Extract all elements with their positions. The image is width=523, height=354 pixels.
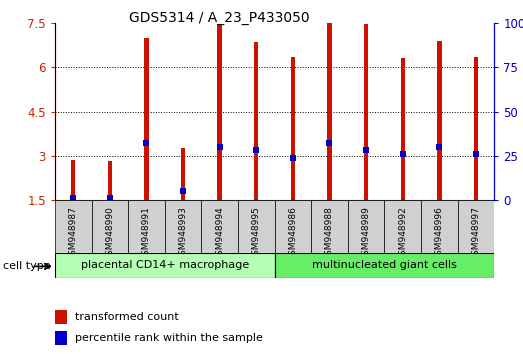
Text: GSM948993: GSM948993 xyxy=(178,206,188,261)
Bar xyxy=(348,200,384,253)
Bar xyxy=(92,200,128,253)
Bar xyxy=(55,200,92,253)
Text: transformed count: transformed count xyxy=(75,312,178,322)
Bar xyxy=(275,253,494,278)
Text: GSM948997: GSM948997 xyxy=(471,206,481,261)
Text: GSM948989: GSM948989 xyxy=(361,206,371,261)
Bar xyxy=(108,161,112,200)
Bar xyxy=(218,24,222,200)
Bar xyxy=(275,200,311,253)
Bar xyxy=(474,57,478,200)
Bar xyxy=(254,42,258,200)
Bar xyxy=(55,331,67,345)
Bar xyxy=(181,148,185,200)
Bar xyxy=(55,253,275,278)
Text: GSM948992: GSM948992 xyxy=(398,206,407,261)
Bar xyxy=(128,200,165,253)
Bar xyxy=(238,200,275,253)
Bar xyxy=(55,310,67,324)
Text: GSM948994: GSM948994 xyxy=(215,206,224,261)
Bar xyxy=(311,200,348,253)
Text: multinucleated giant cells: multinucleated giant cells xyxy=(312,261,457,270)
Bar xyxy=(384,200,421,253)
Text: GSM948991: GSM948991 xyxy=(142,206,151,261)
Bar xyxy=(165,200,201,253)
Bar xyxy=(364,24,368,200)
Bar xyxy=(71,160,75,200)
Bar xyxy=(144,38,149,200)
Text: GSM948988: GSM948988 xyxy=(325,206,334,261)
Text: placental CD14+ macrophage: placental CD14+ macrophage xyxy=(81,261,249,270)
Text: GSM948995: GSM948995 xyxy=(252,206,261,261)
Bar xyxy=(437,41,441,200)
Text: GSM948987: GSM948987 xyxy=(69,206,78,261)
Text: cell type: cell type xyxy=(3,261,50,271)
Bar xyxy=(421,200,458,253)
Bar xyxy=(201,200,238,253)
Text: GDS5314 / A_23_P433050: GDS5314 / A_23_P433050 xyxy=(129,11,310,25)
Text: GSM948990: GSM948990 xyxy=(105,206,115,261)
Bar xyxy=(458,200,494,253)
Bar xyxy=(401,58,405,200)
Bar xyxy=(291,57,295,200)
Text: GSM948986: GSM948986 xyxy=(288,206,298,261)
Text: GSM948996: GSM948996 xyxy=(435,206,444,261)
Bar xyxy=(327,23,332,200)
Text: percentile rank within the sample: percentile rank within the sample xyxy=(75,333,263,343)
